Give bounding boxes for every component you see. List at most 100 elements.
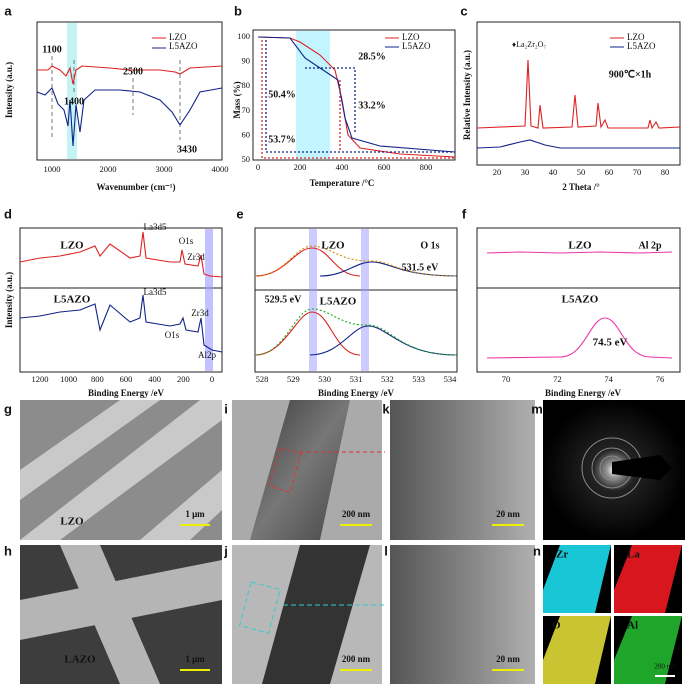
x-tick-label: 72 [553, 374, 562, 384]
curve [254, 247, 361, 277]
x-axis-label: Wavenumber (cm⁻¹) [96, 182, 175, 192]
panel-label: m [531, 401, 543, 416]
y-tick-label: 70 [242, 105, 251, 115]
map-signal [543, 616, 611, 684]
annotation: 33.2% [358, 100, 386, 111]
annotation: 28.5% [358, 51, 386, 62]
band [205, 229, 213, 371]
x-tick-label: 531 [350, 374, 363, 384]
box [268, 447, 302, 493]
legend-label: L5AZO [169, 41, 198, 51]
x-tick-label: 529 [287, 374, 300, 384]
panel-label: l [384, 543, 388, 558]
sample-label: LAZO [64, 654, 96, 666]
panel-label: f [462, 206, 467, 221]
scale-label: 20 nm [496, 654, 520, 664]
y-axis-label: Relative Intensity (a.u.) [462, 50, 472, 140]
image [390, 545, 535, 684]
x-tick-label: 600 [378, 162, 391, 172]
annotation: L5AZO [320, 296, 357, 308]
band [361, 229, 369, 371]
x-tick-label: 1000 [60, 374, 77, 384]
curve [36, 87, 223, 147]
legend-label: LZO [627, 32, 645, 42]
curve [476, 139, 680, 149]
panel-label: b [234, 3, 242, 18]
x-tick-label: 3000 [156, 164, 173, 174]
band [309, 229, 317, 371]
x-tick-label: 76 [656, 374, 665, 384]
annotation: 531.5 eV [402, 262, 439, 273]
band [296, 31, 330, 159]
annotation: 900℃×1h [609, 69, 652, 80]
x-tick-label: 70 [502, 374, 511, 384]
peak-label: 2500 [123, 66, 143, 77]
frame [252, 29, 456, 161]
panel-label: c [460, 3, 467, 18]
annotation: LZO [568, 240, 592, 252]
y-tick-label: 100 [237, 31, 250, 41]
frame [476, 227, 681, 373]
curve [486, 317, 673, 359]
element-label: Zr [556, 549, 568, 561]
x-tick-label: 200 [294, 162, 307, 172]
curve [254, 245, 458, 277]
x-tick-label: 200 [177, 374, 190, 384]
annotation: 53.7% [268, 134, 296, 145]
x-tick-label: 1200 [32, 374, 49, 384]
panel-label: n [533, 543, 541, 558]
x-tick-label: 400 [336, 162, 349, 172]
y-axis-label: Intensity (a.u.) [4, 272, 14, 328]
annotation: O 1s [420, 240, 439, 251]
annotation: ♦La₂Zr₂O₇ [512, 40, 546, 49]
y-axis-label: Mass (%) [232, 81, 242, 118]
scale-label: 200 nm [342, 509, 371, 519]
panel-label: k [382, 401, 390, 416]
panel-label: h [4, 543, 12, 558]
x-tick-label: 600 [120, 374, 133, 384]
x-axis-label: Binding Energy /eV [545, 388, 622, 398]
frame [254, 227, 458, 373]
curve [257, 36, 456, 153]
x-tick-label: 800 [420, 162, 433, 172]
map-signal [614, 616, 682, 684]
fiber [262, 545, 370, 684]
frame [36, 21, 223, 161]
fiber [250, 400, 350, 540]
x-tick-label: 0 [256, 162, 260, 172]
annotation: La3d5 [144, 287, 167, 297]
x-tick-label: 60 [605, 167, 614, 177]
legend-label: L5AZO [402, 41, 431, 51]
guides [261, 40, 455, 159]
x-axis-label: 2 Theta /° [562, 182, 600, 192]
x-tick-label: 530 [318, 374, 331, 384]
curve [19, 294, 223, 353]
y-tick-label: 50 [242, 154, 251, 164]
annotation: Zr3d [187, 252, 205, 262]
y-tick-label: 90 [242, 56, 251, 66]
panel-label: a [4, 3, 12, 18]
annotation: Al 2p [638, 240, 662, 251]
curve [254, 308, 458, 356]
sample-label: LZO [60, 516, 84, 528]
y-tick-label: 80 [242, 80, 251, 90]
annotation: 50.4% [268, 89, 296, 100]
fiber [20, 400, 222, 540]
x-axis-label: Temperature /°C [310, 178, 375, 188]
peak-label: 3430 [177, 144, 197, 155]
x-tick-label: 2000 [100, 164, 117, 174]
peak-label: 1100 [42, 44, 61, 55]
curve [254, 311, 361, 356]
scale-label: 1 μm [185, 654, 205, 664]
panel-label: j [223, 543, 228, 558]
annotation: O1s [179, 236, 194, 246]
x-tick-label: 70 [633, 167, 642, 177]
y-axis-label: Intensity (a.u.) [4, 62, 14, 118]
x-tick-label: 400 [148, 374, 161, 384]
annotation: LZO [60, 240, 84, 252]
scale-label: 200 nm [342, 654, 371, 664]
scale-label: 200 nm [654, 663, 676, 671]
curve [319, 261, 458, 277]
annotation: L5AZO [54, 294, 91, 306]
